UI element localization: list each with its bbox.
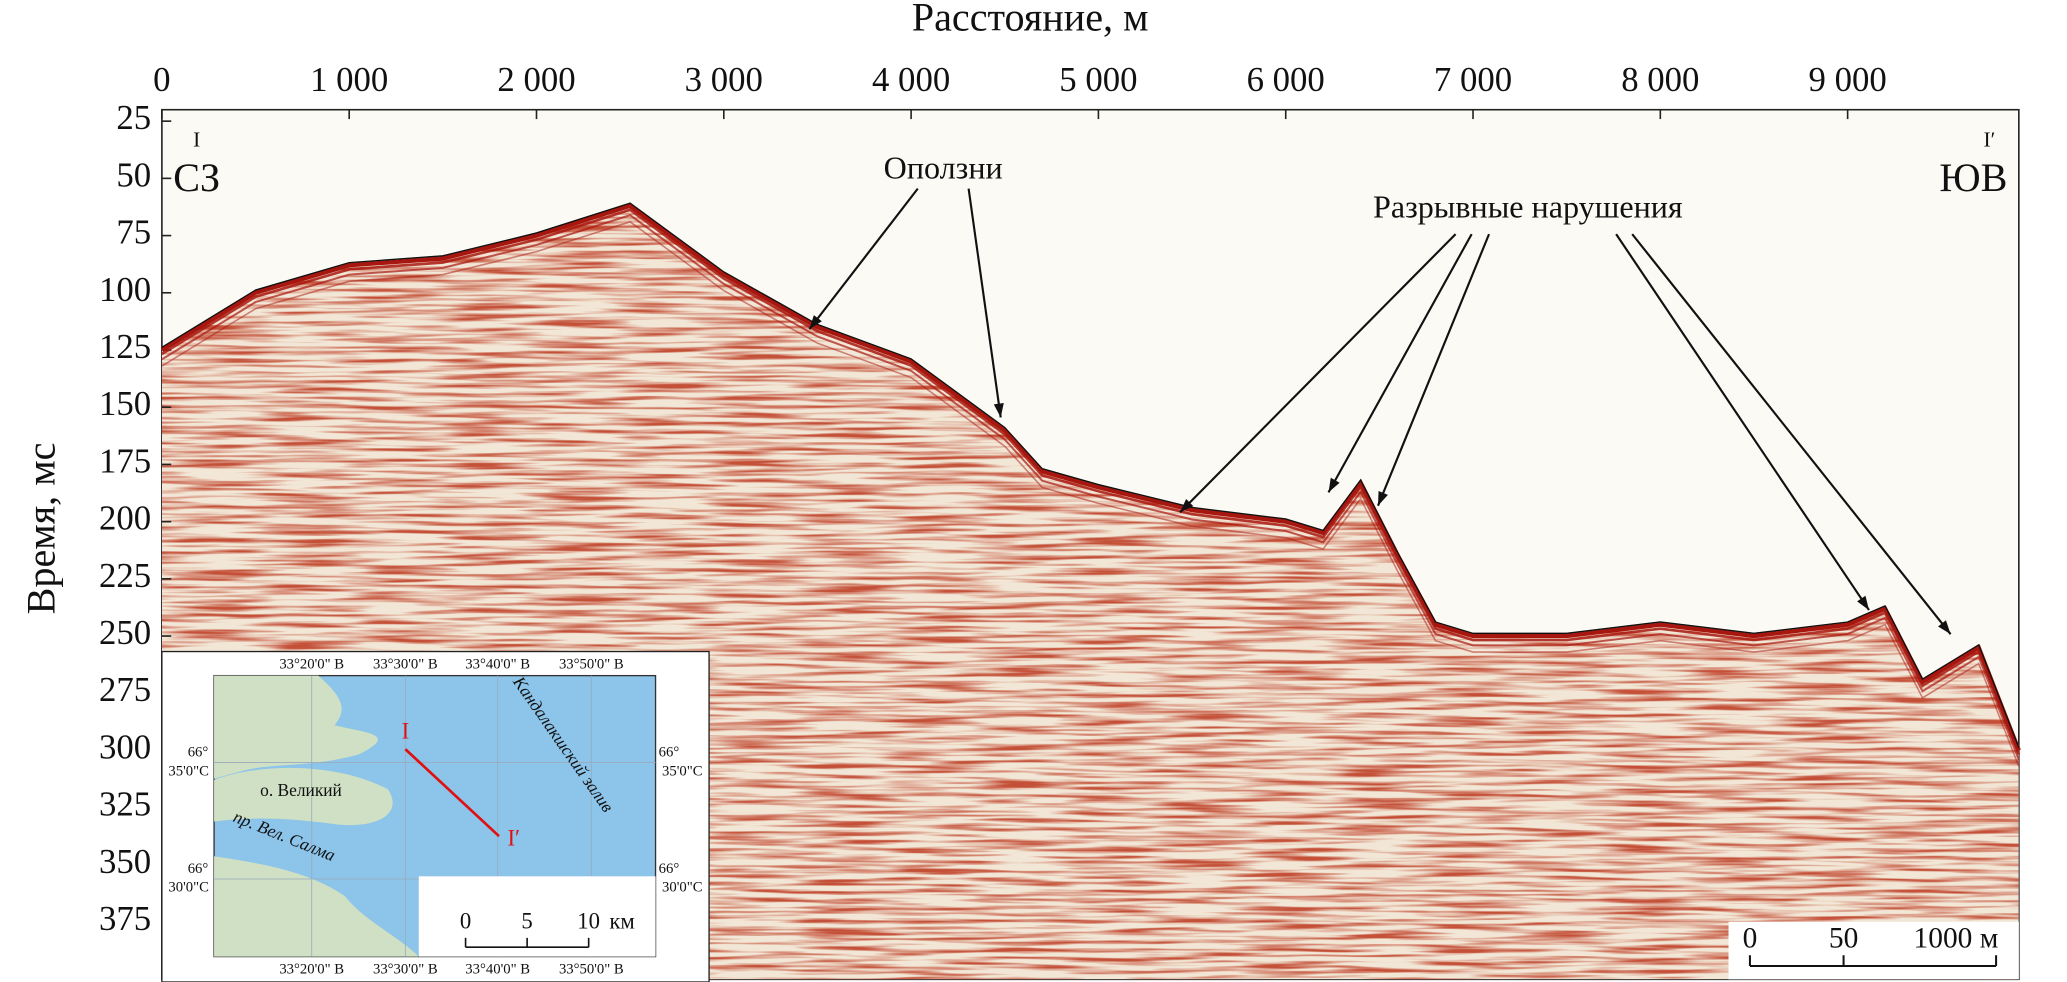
arrow bbox=[967, 188, 1002, 418]
land bbox=[214, 767, 393, 826]
y-tick-label: 375 bbox=[99, 899, 151, 938]
annotation-arrows bbox=[808, 187, 1952, 635]
scale-box bbox=[1728, 921, 2019, 980]
scale-label: 0 bbox=[1743, 922, 1758, 954]
map-scale-label: 10 bbox=[577, 908, 600, 933]
map-lat-label: 66° bbox=[659, 861, 680, 877]
x-tick-label: 9 000 bbox=[1809, 60, 1887, 99]
map-lat-label: 35'0"С bbox=[662, 763, 703, 779]
x-tick-label: 2 000 bbox=[497, 60, 575, 99]
x-tick-label: 4 000 bbox=[872, 60, 950, 99]
y-tick-label: 200 bbox=[99, 499, 151, 538]
y-tick-label: 350 bbox=[99, 842, 151, 881]
arrow bbox=[1327, 233, 1473, 493]
y-tick-label: 250 bbox=[99, 613, 151, 652]
x-axis-label: Расстояние, м bbox=[912, 0, 1149, 40]
arrow bbox=[1179, 233, 1457, 514]
profile-mark: I bbox=[193, 128, 200, 152]
reflector-band bbox=[161, 220, 2020, 767]
map-lon-label: 33°30'0" В bbox=[373, 656, 438, 672]
y-tick-label: 50 bbox=[116, 155, 151, 194]
reflector-band bbox=[161, 214, 2020, 761]
y-tick-label: 325 bbox=[99, 785, 151, 824]
y-tick-label: 25 bbox=[116, 98, 151, 137]
map-scale-label: 0 bbox=[460, 908, 471, 933]
annotation: Оползни bbox=[884, 150, 1003, 186]
y-tick-label: 225 bbox=[99, 556, 151, 595]
map-scale-box bbox=[418, 876, 656, 957]
x-tick-label: 0 bbox=[153, 60, 170, 99]
map-scale-unit: км bbox=[609, 908, 634, 933]
map-scale-label: 5 bbox=[521, 908, 532, 933]
arrow-head bbox=[1328, 477, 1340, 493]
scale-label: 1000 м bbox=[1914, 922, 1999, 954]
seafloor-line bbox=[160, 203, 2021, 752]
arrow-head bbox=[1857, 595, 1869, 611]
arrow-head bbox=[1179, 499, 1194, 513]
x-tick-label: 5 000 bbox=[1059, 60, 1137, 99]
land bbox=[214, 675, 378, 779]
map-profile-mark: I bbox=[402, 718, 410, 743]
map-lat-label: 35'0"С bbox=[168, 763, 209, 779]
island-label: о. Великий bbox=[260, 781, 342, 800]
map-lon-label: 33°50'0" В bbox=[559, 656, 624, 672]
y-axis-label: Время, мс bbox=[19, 443, 64, 615]
map-lon-label: 33°20'0" В bbox=[279, 656, 344, 672]
x-tick-label: 8 000 bbox=[1621, 60, 1699, 99]
end-label: СЗ bbox=[173, 155, 220, 200]
reflector-band bbox=[161, 208, 2021, 755]
map-profile-mark: I′ bbox=[507, 825, 520, 850]
scale-label: 50 bbox=[1829, 922, 1858, 954]
y-tick-label: 75 bbox=[116, 213, 151, 252]
arrow-heads bbox=[809, 315, 1951, 635]
map-lat-label: 66° bbox=[188, 861, 209, 877]
map-lat-label: 66° bbox=[188, 745, 209, 761]
x-tick-label: 6 000 bbox=[1247, 60, 1325, 99]
map-lon-label: 33°40'0" В bbox=[465, 961, 530, 977]
arrow bbox=[1615, 233, 1870, 611]
end-label: ЮВ bbox=[1939, 155, 2007, 200]
arrow bbox=[808, 187, 919, 330]
scale-bar bbox=[1748, 955, 1998, 967]
land bbox=[214, 856, 419, 957]
y-tick-label: 125 bbox=[99, 327, 151, 366]
y-tick-label: 275 bbox=[99, 670, 151, 709]
map-lat-label: 30'0"С bbox=[168, 880, 209, 896]
arrow-head bbox=[809, 315, 822, 330]
y-tick-label: 175 bbox=[99, 441, 151, 480]
seafloor-top bbox=[161, 202, 2020, 748]
map-lon-label: 33°20'0" В bbox=[279, 961, 344, 977]
map-scale-bar bbox=[464, 937, 590, 949]
arrow bbox=[1631, 233, 1952, 635]
profile-line bbox=[404, 748, 500, 838]
map-lat-label: 66° bbox=[659, 745, 680, 761]
x-tick-label: 1 000 bbox=[310, 60, 388, 99]
annotation: Разрывные нарушения bbox=[1373, 188, 1683, 224]
x-tick-label: 7 000 bbox=[1434, 60, 1512, 99]
y-tick-label: 150 bbox=[99, 384, 151, 423]
arrow-head bbox=[1378, 491, 1388, 506]
arrow bbox=[1377, 233, 1491, 507]
y-tick-label: 100 bbox=[99, 270, 151, 309]
inset-map: I I′ о. Великий пр. Вел. Салма Кандалакш… bbox=[161, 650, 710, 982]
arrow-head bbox=[993, 403, 1004, 418]
map-lon-label: 33°40'0" В bbox=[465, 656, 530, 672]
map-lon-label: 33°30'0" В bbox=[373, 961, 438, 977]
x-tick-label: 3 000 bbox=[685, 60, 763, 99]
map-lon-label: 33°50'0" В bbox=[559, 961, 624, 977]
arrow-head bbox=[1938, 620, 1951, 635]
map-lat-label: 30'0"С bbox=[662, 880, 703, 896]
profile-mark: I′ bbox=[1983, 128, 1995, 152]
y-tick-label: 300 bbox=[99, 727, 151, 766]
